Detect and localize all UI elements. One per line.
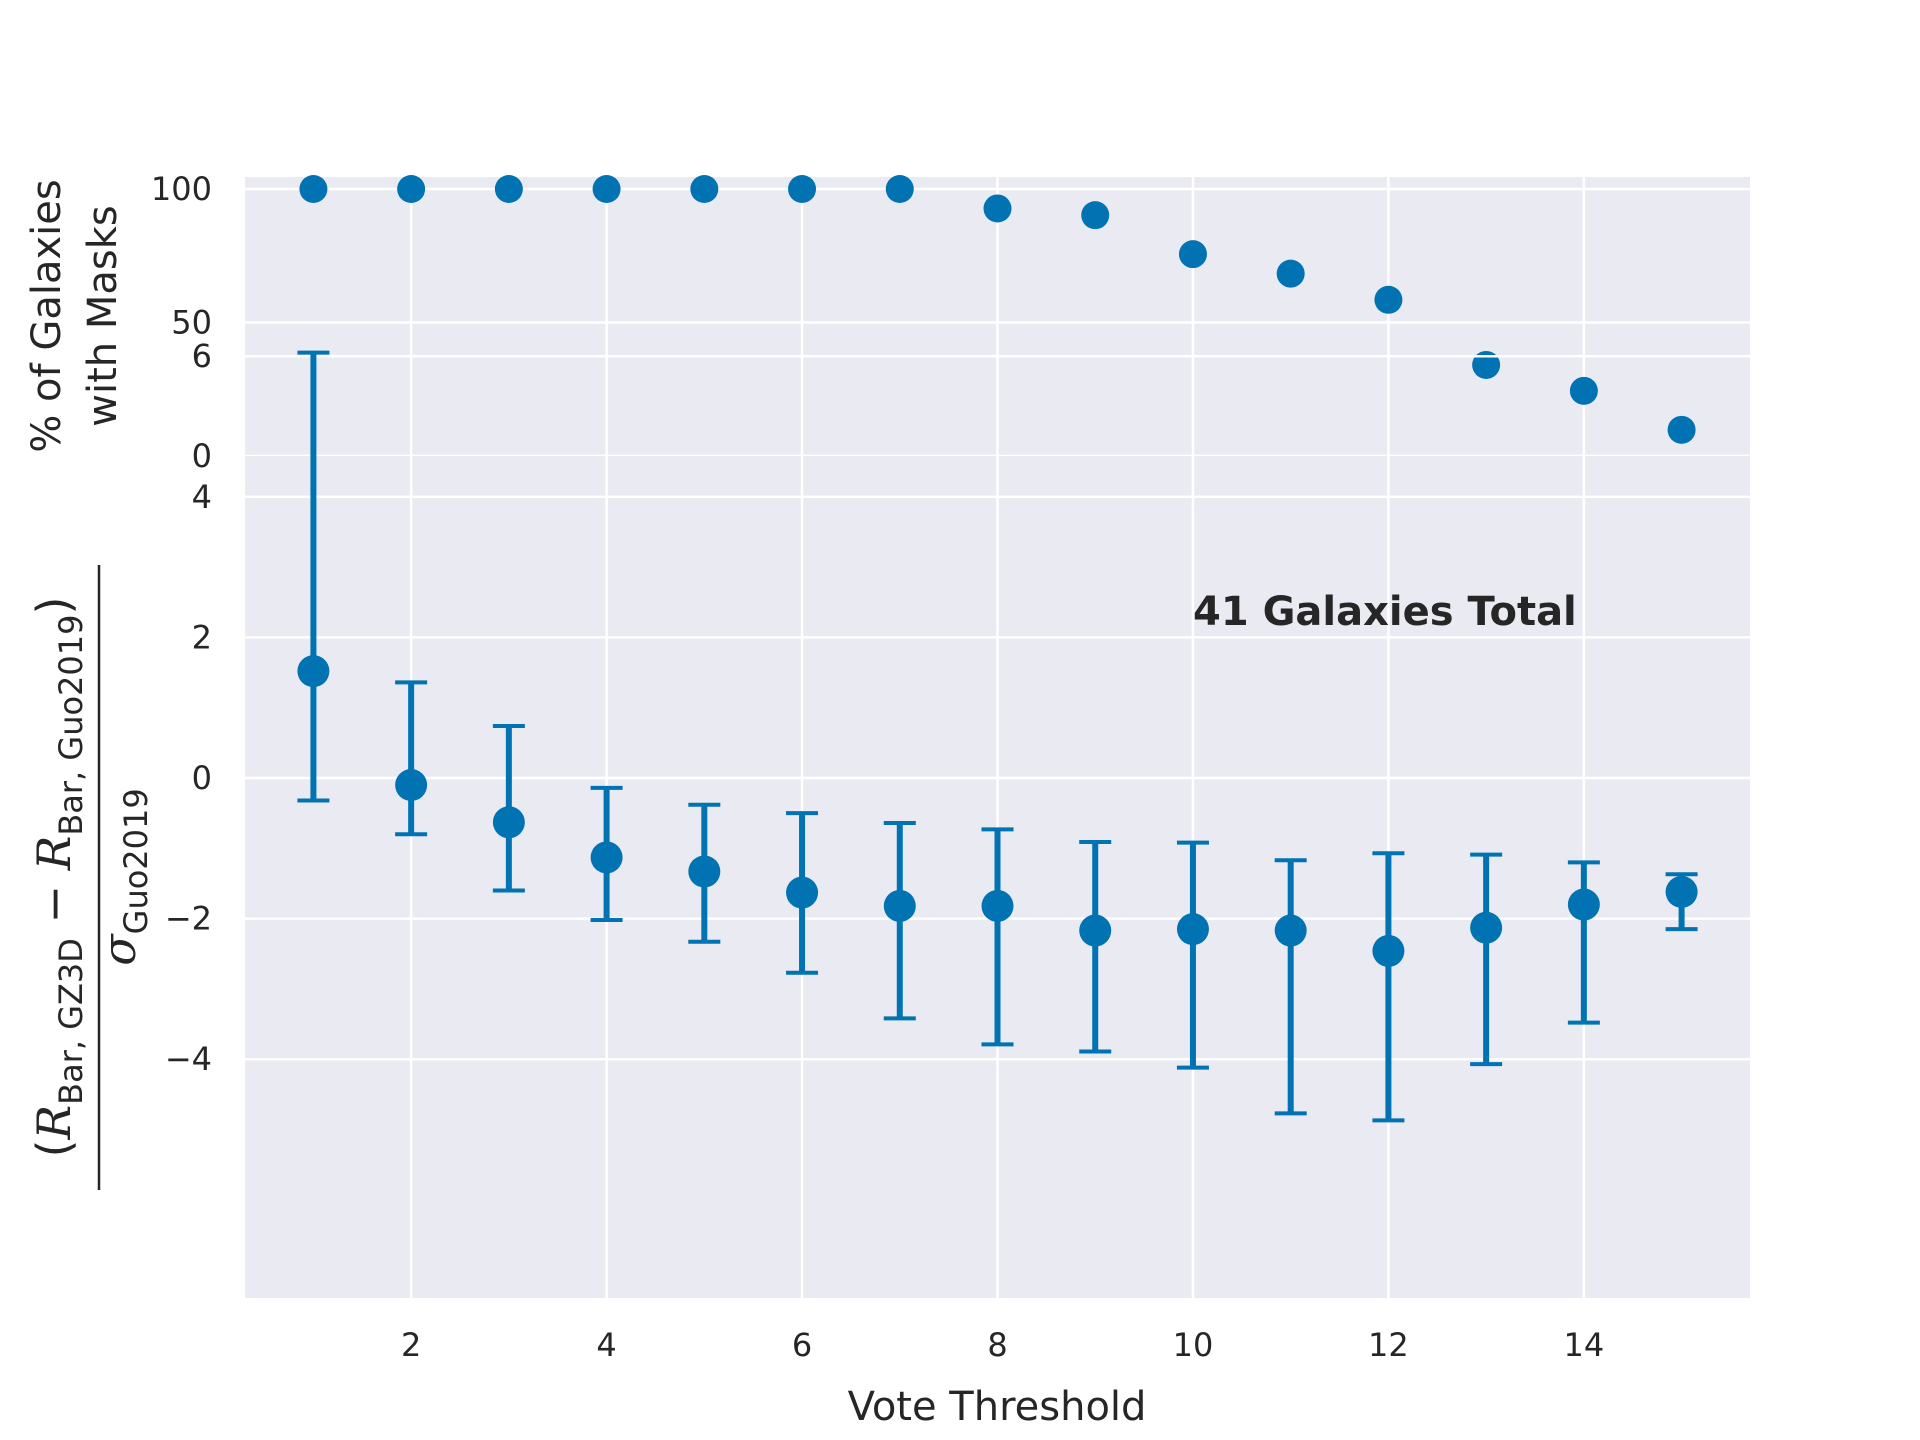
bottom-error-bars <box>297 350 1698 1123</box>
bottom-ytick-label: −4 <box>165 1040 212 1078</box>
top-data-point <box>1374 285 1403 314</box>
ylabel-sub3: Guo2019 <box>117 788 155 934</box>
top-data-point <box>1569 376 1598 405</box>
bottom-data-point <box>395 769 428 802</box>
bottom-ytick-label: 2 <box>192 618 212 656</box>
bottom-xtick-label: 6 <box>792 1326 812 1364</box>
ylabel-sub2: Bar, Guo2019 <box>52 614 90 835</box>
top-data-point <box>1667 415 1696 444</box>
top-data-point <box>788 175 817 203</box>
bottom-data-point <box>1274 914 1307 947</box>
top-data-point <box>983 194 1012 223</box>
bottom-data-point <box>1470 911 1503 944</box>
top-data-point <box>1276 259 1305 288</box>
ylabel-r2: R <box>27 836 81 872</box>
top-data-point <box>299 175 328 203</box>
bottom-data-point <box>492 806 525 839</box>
bottom-ytick-label: 6 <box>192 337 212 375</box>
bottom-data-point <box>1079 914 1112 947</box>
ylabel-sub1: Bar, GZ3D <box>52 938 90 1105</box>
top-data-point <box>592 175 621 203</box>
top-data-points <box>299 175 1696 444</box>
top-data-point <box>1081 201 1110 230</box>
bottom-data-point <box>590 841 623 874</box>
top-data-point <box>494 175 523 203</box>
top-panel: 0 50 100 % of Galaxies with Masks <box>24 170 1750 475</box>
bottom-data-point <box>1665 875 1698 908</box>
bottom-ytick-label: 4 <box>192 478 212 516</box>
bottom-data-point <box>1372 934 1405 967</box>
bottom-data-point <box>688 855 721 888</box>
top-data-point <box>1472 350 1501 379</box>
bottom-xtick-label: 8 <box>987 1326 1007 1364</box>
bottom-x-tick-labels: 2 4 6 8 10 12 14 <box>401 1326 1604 1364</box>
top-data-point <box>397 175 426 203</box>
bottom-data-points <box>297 655 1698 967</box>
bottom-data-point <box>297 655 330 688</box>
bottom-xtick-label: 2 <box>401 1326 421 1364</box>
ylabel-numerator: (RBar, GZ3D − RBar, Guo2019) <box>27 597 90 1158</box>
top-ytick-label: 0 <box>192 437 212 475</box>
bottom-ylabel: (RBar, GZ3D − RBar, Guo2019) σGuo2019 <box>27 565 155 1190</box>
top-ylabel-line2: with Masks <box>80 205 126 426</box>
ylabel-denominator: σGuo2019 <box>92 788 155 966</box>
top-data-point <box>690 175 719 203</box>
bottom-data-point <box>786 876 819 909</box>
bottom-xtick-label: 4 <box>596 1326 616 1364</box>
bottom-y-tick-labels: −4 −2 0 2 4 6 <box>165 337 212 1078</box>
ylabel-r1: R <box>27 1105 81 1141</box>
bottom-xtick-label: 12 <box>1368 1326 1409 1364</box>
bottom-data-point <box>1567 888 1600 921</box>
ylabel-minus: − <box>27 870 81 938</box>
ylabel-open-paren: ( <box>27 1140 81 1158</box>
top-ytick-label: 50 <box>171 304 212 342</box>
bottom-xtick-label: 10 <box>1173 1326 1214 1364</box>
bottom-xlabel: Vote Threshold <box>848 1384 1147 1430</box>
top-ytick-label: 100 <box>151 170 212 208</box>
top-data-point <box>1178 240 1207 269</box>
bottom-data-point <box>981 889 1014 922</box>
ylabel-sigma: σ <box>92 933 146 966</box>
annotation-total-galaxies: 41 Galaxies Total <box>1193 589 1577 635</box>
bottom-data-point <box>883 889 916 922</box>
top-ylabel-line1: % of Galaxies <box>24 179 70 452</box>
bottom-panel: −4 −2 0 2 4 6 2 4 6 8 10 12 14 41 Galaxies Total Vo… <box>27 337 1750 1430</box>
top-y-tick-labels: 0 50 100 <box>151 170 212 475</box>
top-data-point <box>885 175 914 203</box>
bottom-ytick-label: −2 <box>165 900 212 938</box>
bottom-ytick-label: 0 <box>192 759 212 797</box>
bottom-xtick-label: 14 <box>1564 1326 1605 1364</box>
bottom-data-point <box>1176 913 1209 946</box>
ylabel-close-paren: ) <box>27 597 81 615</box>
